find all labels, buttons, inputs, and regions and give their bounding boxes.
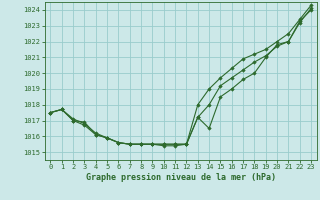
X-axis label: Graphe pression niveau de la mer (hPa): Graphe pression niveau de la mer (hPa) xyxy=(86,173,276,182)
